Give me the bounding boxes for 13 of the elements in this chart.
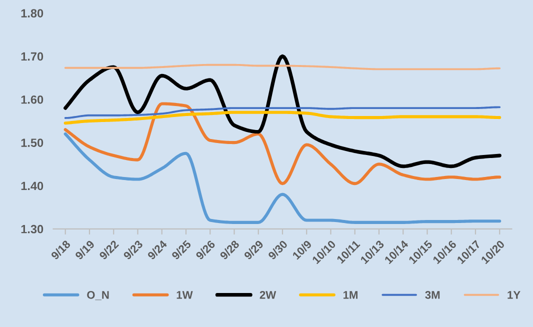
x-tick-label: 9/29 [243, 240, 264, 260]
y-tick-label: 1.40 [21, 182, 44, 190]
y-tick-label: 1.30 [21, 224, 44, 234]
legend-label: O_N [87, 290, 109, 300]
y-tick-label: 1.80 [21, 9, 44, 18]
y-tick-label: 1.60 [21, 95, 44, 104]
y-tick-label: 1.50 [21, 138, 44, 147]
legend-label: 1M [343, 291, 358, 299]
legend-label: 3M [425, 290, 440, 299]
y-tick-label: 1.70 [21, 52, 44, 61]
legend-label: 1Y [508, 291, 520, 299]
legend-label: 1W [176, 291, 193, 299]
legend-label: 2W [260, 290, 276, 299]
